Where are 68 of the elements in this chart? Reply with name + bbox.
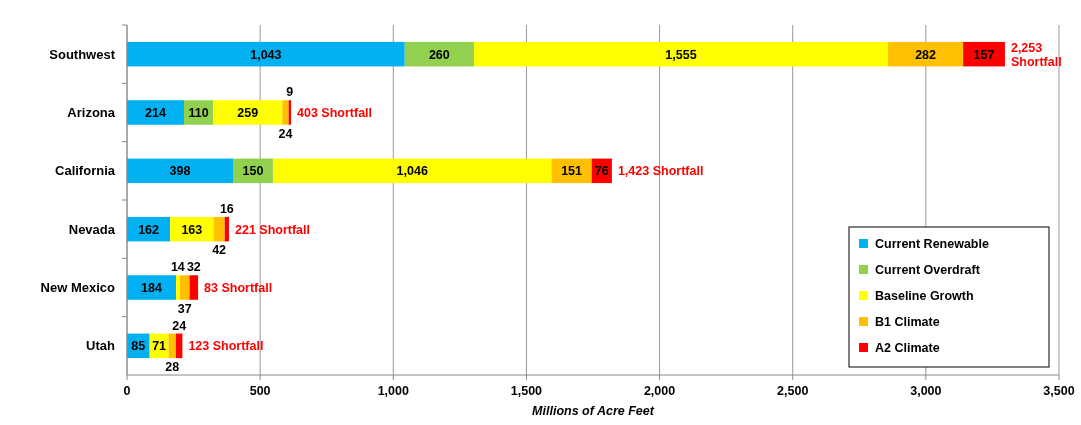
- data-label: 24: [172, 318, 187, 333]
- bar: [176, 333, 183, 359]
- bar: [176, 275, 180, 300]
- legend-label: Baseline Growth: [875, 289, 974, 303]
- x-tick-label: 500: [249, 384, 271, 398]
- data-label: 1,043: [250, 47, 282, 62]
- legend-label: Current Overdraft: [875, 263, 981, 277]
- annotation: 403 Shortfall: [297, 106, 373, 120]
- y-tick-label: Southwest: [49, 46, 116, 62]
- data-label: 14: [170, 260, 185, 275]
- data-label: 214: [145, 106, 166, 120]
- bar: [888, 41, 964, 67]
- data-label: 157: [973, 47, 995, 62]
- data-label: 1,555: [665, 47, 697, 62]
- data-label: 32: [186, 260, 201, 275]
- data-label: 151: [561, 164, 583, 179]
- y-tick-label: California: [55, 163, 116, 179]
- x-axis-title: Millions of Acre Feet: [532, 404, 655, 418]
- annotation: 2,253 Shortfall: [1010, 41, 1062, 70]
- bar: [189, 275, 199, 300]
- x-tick-label: 3,500: [1043, 384, 1075, 398]
- x-tick-label: 2,000: [643, 384, 676, 398]
- data-label: 282: [915, 47, 937, 62]
- data-label: 42: [212, 243, 227, 258]
- data-label: 163: [181, 222, 203, 237]
- x-tick-label: 1,500: [510, 384, 543, 398]
- data-label: 71: [152, 339, 167, 354]
- y-tick-label: New Mexico: [40, 280, 116, 295]
- annotation: 1,423 Shortfall: [617, 164, 704, 179]
- y-tick-label: Nevada: [68, 221, 116, 237]
- bar: [272, 158, 552, 184]
- bar: [213, 216, 225, 242]
- data-label: 76: [594, 164, 609, 179]
- data-label: 85: [131, 339, 146, 354]
- data-label: 150: [242, 164, 264, 179]
- legend-label: Current Renewable: [875, 237, 989, 251]
- data-label: 260: [428, 47, 450, 62]
- data-label: 162: [138, 222, 160, 237]
- legend-label: B1 Climate: [875, 315, 940, 329]
- annotation: 221 Shortfall: [234, 222, 311, 237]
- bar: [168, 333, 176, 359]
- data-label: 37: [177, 301, 192, 316]
- annotation: 123 Shortfall: [188, 339, 264, 354]
- data-label: 259: [237, 106, 259, 120]
- data-label: 24: [278, 126, 293, 141]
- data-label: 398: [169, 164, 191, 179]
- data-label: 110: [188, 106, 209, 120]
- y-tick-label: Utah: [86, 338, 116, 354]
- data-label: 28: [165, 360, 180, 375]
- annotation: 83 Shortfall: [204, 281, 273, 295]
- bar: [213, 100, 283, 125]
- data-label: 1,046: [396, 164, 428, 179]
- data-label: 16: [219, 201, 234, 216]
- bar: [127, 158, 233, 184]
- bar: [127, 100, 184, 125]
- legend-label: A2 Climate: [875, 341, 940, 355]
- x-tick-label: 0: [123, 384, 131, 398]
- bar: [127, 41, 405, 67]
- y-tick-label: Arizona: [67, 105, 116, 120]
- bar: [282, 100, 289, 125]
- data-label: 184: [141, 281, 162, 295]
- data-label: 9: [286, 85, 294, 100]
- x-tick-label: 2,500: [777, 384, 809, 398]
- x-tick-label: 1,000: [377, 384, 409, 398]
- x-tick-label: 3,000: [910, 384, 942, 398]
- bar: [224, 216, 229, 242]
- bar: [473, 41, 889, 67]
- bar: [179, 275, 190, 300]
